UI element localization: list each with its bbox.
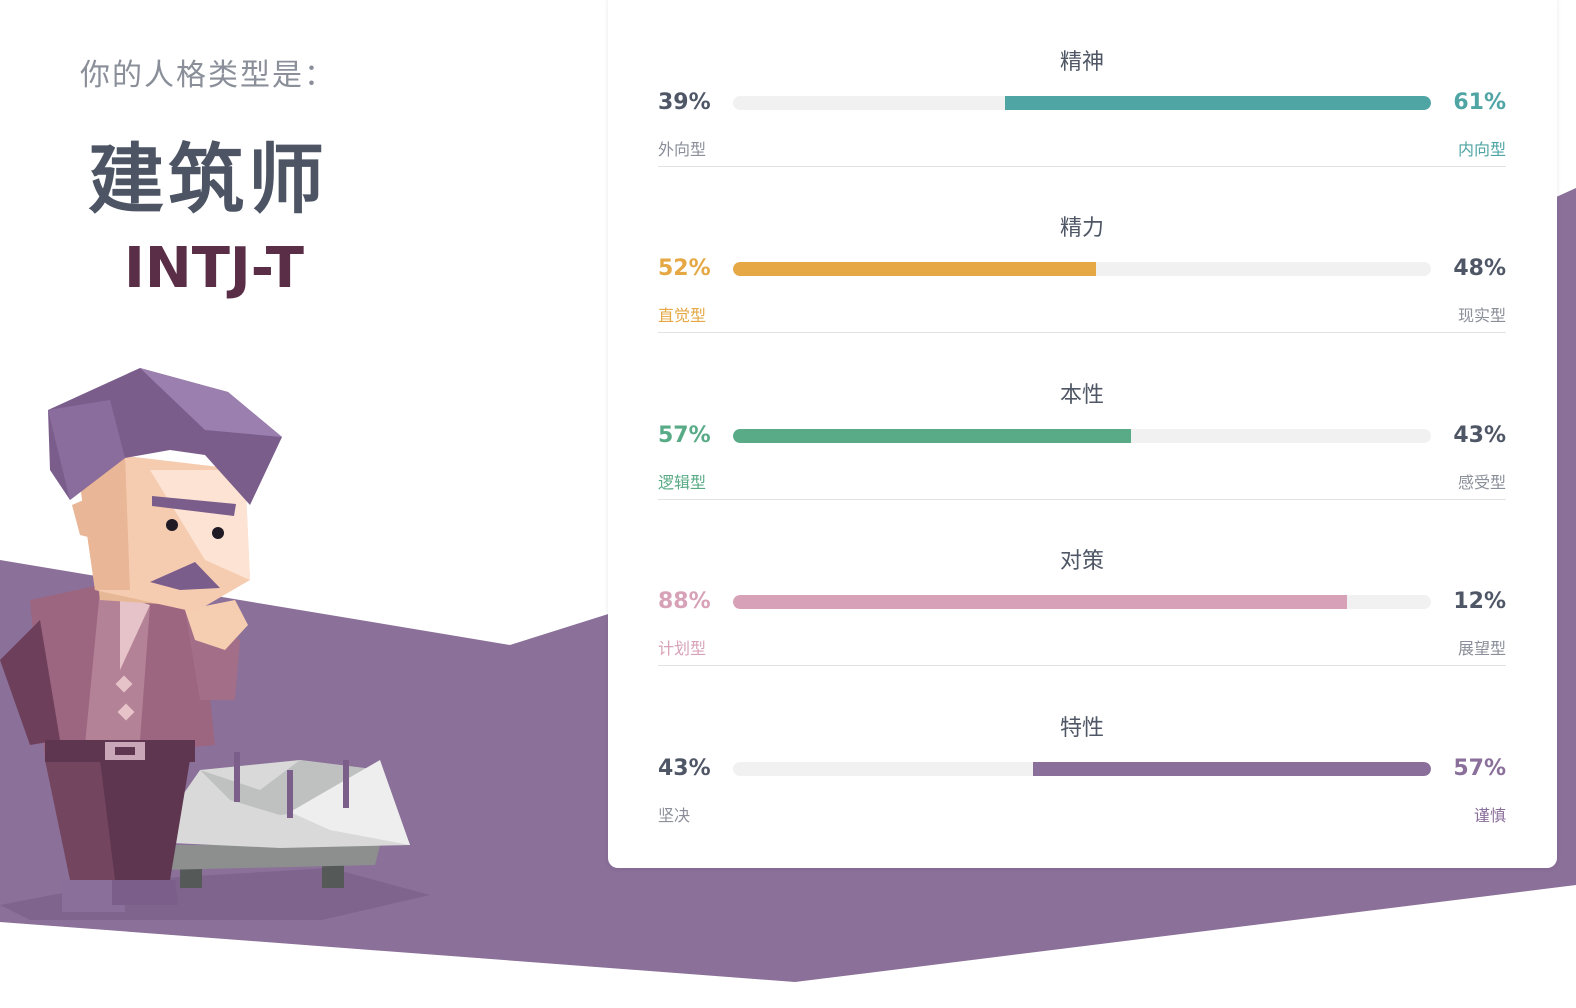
left-percent: 43% <box>658 756 711 781</box>
left-trait-label: 外向型 <box>658 140 707 159</box>
right-trait-label: 展望型 <box>1457 639 1506 658</box>
left-percent: 39% <box>658 90 711 115</box>
trait-title: 对策 <box>1059 549 1104 574</box>
right-percent: 57% <box>1453 756 1506 781</box>
trait-row: 对策 88% 12% 计划型 展望型 <box>658 499 1506 666</box>
left-percent: 57% <box>658 423 711 448</box>
trait-row: 特性 43% 57% 坚决 谨慎 <box>658 666 1506 832</box>
trait-bar-track <box>733 595 1431 609</box>
right-percent: 12% <box>1453 589 1506 614</box>
trait-row: 本性 57% 43% 逻辑型 感受型 <box>658 333 1506 500</box>
left-percent: 52% <box>658 256 711 281</box>
left-trait-label: 计划型 <box>658 639 707 658</box>
trait-title: 精神 <box>1059 50 1104 75</box>
trait-bar-track <box>733 96 1431 110</box>
trait-bar-track <box>733 762 1431 776</box>
trait-bar-fill <box>733 429 1131 443</box>
architect-illustration <box>0 368 430 920</box>
right-trait-label: 谨慎 <box>1473 806 1506 825</box>
trait-row: 精力 52% 48% 直觉型 现实型 <box>658 166 1506 333</box>
intro-text: 你的人格类型是： <box>80 58 336 93</box>
left-trait-label: 坚决 <box>658 806 691 825</box>
trait-title: 本性 <box>1059 383 1104 408</box>
trait-bar-fill <box>1005 96 1431 110</box>
type-name: 建筑师 <box>88 135 328 224</box>
trait-title: 精力 <box>1059 216 1104 241</box>
right-trait-label: 感受型 <box>1457 473 1506 492</box>
left-trait-label: 直觉型 <box>658 306 707 325</box>
trait-bar-track <box>733 429 1431 443</box>
right-trait-label: 内向型 <box>1457 140 1506 159</box>
left-percent: 88% <box>658 589 711 614</box>
trait-bar-fill <box>1033 762 1431 776</box>
trait-bar-fill <box>733 595 1348 609</box>
trait-results-card: 精神 39% 61% 外向型 内向型 精力 52% 48% 直觉型 现实型 本性… <box>608 0 1557 868</box>
right-percent: 61% <box>1453 90 1506 115</box>
left-trait-label: 逻辑型 <box>658 473 707 492</box>
right-percent: 48% <box>1453 256 1506 281</box>
personality-header: 你的人格类型是： 建筑师 INTJ-T <box>0 0 600 340</box>
right-trait-label: 现实型 <box>1457 306 1506 325</box>
trait-bar-fill <box>733 262 1096 276</box>
trait-title: 特性 <box>1059 716 1104 741</box>
type-code: INTJ-T <box>124 236 304 301</box>
right-percent: 43% <box>1453 423 1506 448</box>
trait-bar-track <box>733 262 1431 276</box>
trait-row: 精神 39% 61% 外向型 内向型 <box>658 0 1506 167</box>
